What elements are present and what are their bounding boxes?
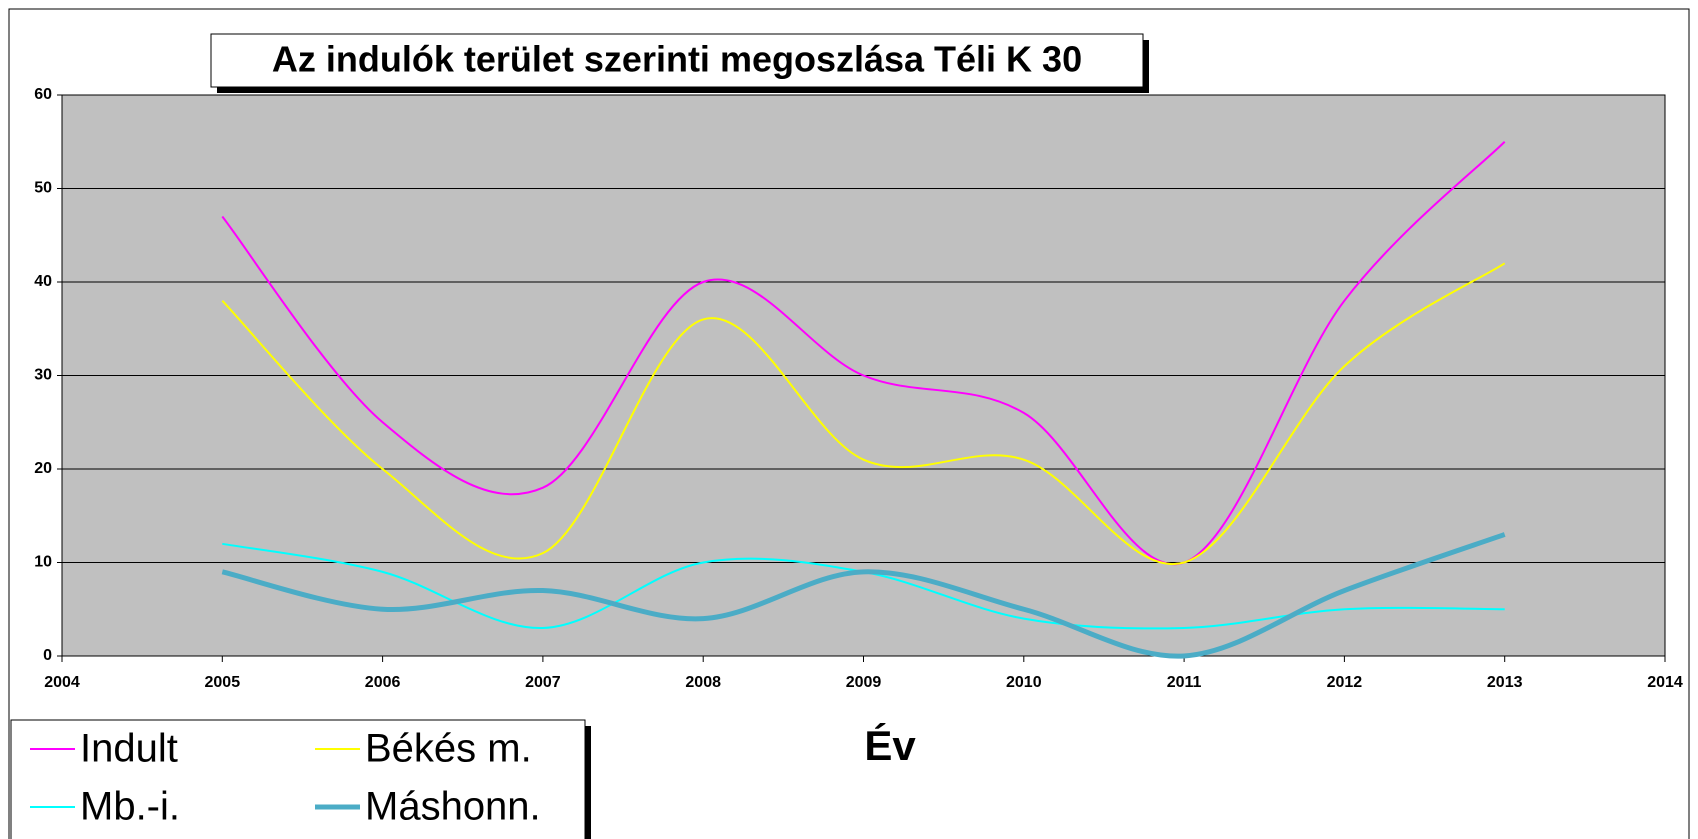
x-tick-label: 2012: [1327, 674, 1363, 691]
y-tick-label: 60: [34, 86, 52, 103]
x-tick-label: 2007: [525, 674, 561, 691]
y-tick-label: 50: [34, 180, 52, 197]
x-tick-label: 2009: [846, 674, 882, 691]
x-tick-label: 2013: [1487, 674, 1523, 691]
x-tick-label: 2010: [1006, 674, 1042, 691]
x-tick-label: 2005: [205, 674, 241, 691]
x-tick-label: 2006: [365, 674, 401, 691]
legend-label: Mb.-i.: [80, 785, 180, 829]
y-tick-label: 40: [34, 273, 52, 290]
series-line: [221, 262, 1506, 566]
y-tick-label: 30: [34, 367, 52, 384]
chart-title: Az indulók terület szerinti megoszlása T…: [272, 39, 1082, 80]
chart-frame: [8, 8, 1690, 839]
x-tick-label: 2014: [1647, 674, 1683, 691]
legend-label: Békés m.: [365, 727, 532, 771]
legend-label: Indult: [80, 727, 178, 771]
y-tick-label: 0: [43, 647, 52, 664]
y-tick-label: 20: [34, 460, 52, 477]
title-box: [210, 33, 1144, 88]
x-tick-label: 2011: [1167, 674, 1202, 691]
y-tick-label: 10: [34, 554, 52, 571]
x-tick-label: 2008: [685, 674, 721, 691]
legend-label: Máshonn.: [365, 785, 541, 829]
x-tick-label: 2004: [44, 674, 80, 691]
series-line: [221, 141, 1506, 566]
series-line: [221, 532, 1506, 659]
x-axis-label: Év: [864, 722, 916, 769]
legend: [10, 719, 586, 839]
